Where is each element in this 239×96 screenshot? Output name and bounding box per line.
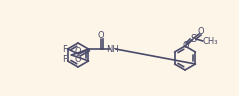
Text: NH: NH <box>106 46 119 55</box>
Text: F: F <box>62 46 67 55</box>
Text: O: O <box>183 41 189 50</box>
Text: O: O <box>198 27 204 36</box>
Text: F: F <box>62 55 67 65</box>
Text: O: O <box>74 55 81 63</box>
Text: CH₃: CH₃ <box>202 36 218 46</box>
Text: S: S <box>190 34 196 44</box>
Text: O: O <box>74 46 81 55</box>
Text: O: O <box>97 31 104 39</box>
